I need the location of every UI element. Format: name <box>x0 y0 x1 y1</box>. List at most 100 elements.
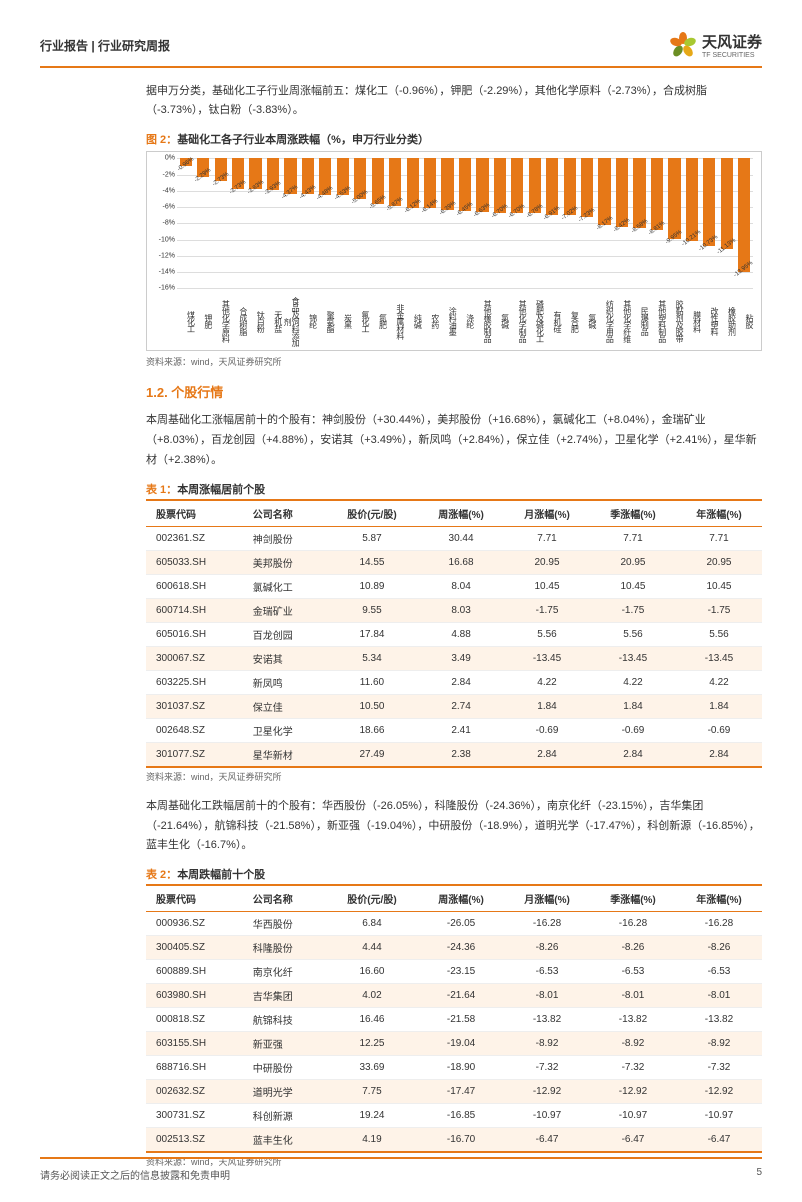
table-cell: -19.04 <box>418 1032 504 1056</box>
table-cell: 300405.SZ <box>146 936 249 960</box>
bar-category-label: 食品及饲料添加剂 <box>282 292 299 348</box>
table-cell: 300067.SZ <box>146 646 249 670</box>
bar-category-label: 其他橡胶制品 <box>474 292 491 348</box>
bar-category-label: 合成树脂 <box>229 292 246 348</box>
table-cell: 美邦股份 <box>249 550 326 574</box>
table-cell: -13.82 <box>504 1008 590 1032</box>
y-axis-label: -16% <box>151 285 175 292</box>
y-axis-label: -12% <box>151 252 175 259</box>
y-axis-label: -8% <box>151 220 175 227</box>
table-header-cell: 公司名称 <box>249 500 326 527</box>
table-cell: 14.55 <box>326 550 418 574</box>
table-cell: 4.88 <box>418 622 504 646</box>
table-cell: 16.60 <box>326 960 418 984</box>
bar-slot: -6.39% <box>439 158 456 288</box>
table-cell: 百龙创园 <box>249 622 326 646</box>
table-header-cell: 股价(元/股) <box>326 500 418 527</box>
table-cell: 2.38 <box>418 742 504 767</box>
table-header-cell: 公司名称 <box>249 885 326 912</box>
table-cell: 16.68 <box>418 550 504 574</box>
bar <box>651 158 663 230</box>
logo-icon <box>668 30 698 60</box>
table-cell: -8.92 <box>676 1032 762 1056</box>
table-row: 300731.SZ科创新源19.24-16.85-10.97-10.97-10.… <box>146 1104 762 1128</box>
table-cell: 12.25 <box>326 1032 418 1056</box>
table-cell: -12.92 <box>504 1080 590 1104</box>
table-cell: -10.97 <box>590 1104 676 1128</box>
bar-category-label: 氯碱 <box>578 292 595 348</box>
bar-slot: -6.12% <box>404 158 421 288</box>
table-cell: 科创新源 <box>249 1104 326 1128</box>
table-cell: 600714.SH <box>146 598 249 622</box>
table-cell: -18.90 <box>418 1056 504 1080</box>
bar-slot: -5.00% <box>352 158 369 288</box>
table-header-cell: 月涨幅(%) <box>504 500 590 527</box>
table-cell: 10.45 <box>590 574 676 598</box>
table-cell: 2.84 <box>676 742 762 767</box>
table-cell: 600889.SH <box>146 960 249 984</box>
table-cell: 30.44 <box>418 526 504 550</box>
bar-category-label: 聚氨酯 <box>317 292 334 348</box>
table-cell: -8.26 <box>590 936 676 960</box>
bar-slot: -10.21% <box>683 158 700 288</box>
bar-slot: -6.63% <box>474 158 491 288</box>
bar-category-label: 炭黑 <box>334 292 351 348</box>
table-cell: 4.22 <box>504 670 590 694</box>
bar-slot: -7.02% <box>561 158 578 288</box>
table-header-cell: 股票代码 <box>146 885 249 912</box>
table-cell: -21.64 <box>418 984 504 1008</box>
header-title: 行业报告 | 行业研究周报 <box>40 37 170 54</box>
bar <box>633 158 645 228</box>
table-row: 603980.SH吉华集团4.02-21.64-8.01-8.01-8.01 <box>146 984 762 1008</box>
table-cell: 4.44 <box>326 936 418 960</box>
table-cell: 6.84 <box>326 912 418 936</box>
table-cell: -8.26 <box>504 936 590 960</box>
table-cell: 8.03 <box>418 598 504 622</box>
table-cell: 5.56 <box>590 622 676 646</box>
bar <box>738 158 750 271</box>
table-cell: -8.26 <box>676 936 762 960</box>
table-cell: 301077.SZ <box>146 742 249 767</box>
bar-slot: -6.91% <box>544 158 561 288</box>
bar-category-label: 复合肥 <box>561 292 578 348</box>
intro-paragraph: 据申万分类，基础化工子行业周涨幅前五：煤化工（-0.96%），钾肥（-2.29%… <box>146 82 762 119</box>
table-row: 002513.SZ蓝丰生化4.19-16.70-6.47-6.47-6.47 <box>146 1128 762 1153</box>
bar-category-label: 磷肥及磷化工 <box>526 292 543 348</box>
bar <box>668 158 680 239</box>
table-cell: 8.04 <box>418 574 504 598</box>
table1-title-text: 本周涨幅居前个股 <box>177 484 265 496</box>
table-cell: 中研股份 <box>249 1056 326 1080</box>
bar-category-label: 胶黏剂及胶带 <box>666 292 683 348</box>
table-cell: 南京化纤 <box>249 960 326 984</box>
table-cell: -21.58 <box>418 1008 504 1032</box>
table-row: 600889.SH南京化纤16.60-23.15-6.53-6.53-6.53 <box>146 960 762 984</box>
bar-slot: -7.23% <box>578 158 595 288</box>
table-cell: 605016.SH <box>146 622 249 646</box>
footer-page-number: 5 <box>756 1167 762 1182</box>
bar-category-label: 非金属材料 <box>386 292 403 348</box>
table-cell: 4.22 <box>590 670 676 694</box>
paragraph-losers: 本周基础化工跌幅居前十的个股有：华西股份（-26.05%），科隆股份（-24.3… <box>146 797 762 856</box>
table-cell: -12.92 <box>590 1080 676 1104</box>
table-cell: 新亚强 <box>249 1032 326 1056</box>
table-cell: -0.69 <box>590 718 676 742</box>
bar-slot: -5.65% <box>369 158 386 288</box>
table-row: 002632.SZ道明光学7.75-17.47-12.92-12.92-12.9… <box>146 1080 762 1104</box>
table-header-cell: 季涨幅(%) <box>590 500 676 527</box>
bar-slot: -6.70% <box>491 158 508 288</box>
bar-slot: -6.14% <box>421 158 438 288</box>
table-cell: 18.66 <box>326 718 418 742</box>
table-cell: -24.36 <box>418 936 504 960</box>
table-cell: -1.75 <box>504 598 590 622</box>
bar-category-label: 无机盐 <box>264 292 281 348</box>
table-cell: 10.45 <box>504 574 590 598</box>
table-header-cell: 月涨幅(%) <box>504 885 590 912</box>
chart-title-prefix: 图 2： <box>146 134 177 146</box>
table-cell: 20.95 <box>676 550 762 574</box>
table2-title-text: 本周跌幅前十个股 <box>177 869 265 881</box>
page-container: 行业报告 | 行业研究周报 天风证券 TF SECURITIES 据申万分类，基… <box>0 0 802 1202</box>
bar-chart: 0%-2%-4%-6%-8%-10%-12%-14%-16%-0.96%-2.2… <box>151 158 757 348</box>
table-cell: 氯碱化工 <box>249 574 326 598</box>
bar <box>598 158 610 224</box>
table-cell: -6.53 <box>676 960 762 984</box>
